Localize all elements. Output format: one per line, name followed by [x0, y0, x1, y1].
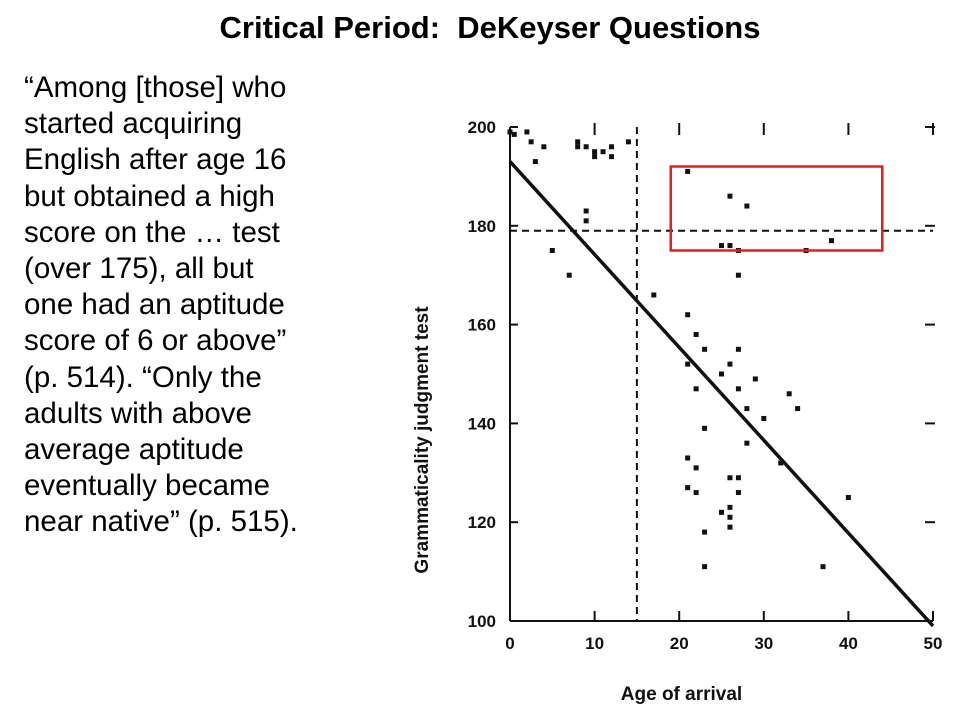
data-point — [549, 248, 555, 253]
data-point — [693, 331, 699, 337]
data-point — [592, 149, 598, 155]
data-point — [583, 218, 589, 224]
data-point — [532, 159, 538, 165]
data-point — [702, 425, 708, 431]
data-point — [528, 139, 534, 145]
data-point — [524, 129, 530, 135]
data-point — [685, 312, 691, 318]
quote-line: eventually became — [24, 469, 270, 503]
quote-line: English after age 16 — [24, 143, 287, 177]
data-point — [685, 485, 691, 491]
data-point — [727, 361, 733, 367]
data-point — [735, 386, 741, 392]
data-point — [583, 208, 589, 214]
x-tick-label: 30 — [754, 634, 773, 653]
data-point — [651, 292, 657, 298]
data-point — [702, 564, 708, 570]
y-tick-label: 120 — [468, 513, 496, 532]
data-point — [778, 460, 784, 466]
data-point — [566, 272, 572, 278]
quote-line: (p. 514). “Only the — [24, 360, 262, 394]
data-point — [795, 406, 801, 412]
data-point — [761, 415, 767, 421]
data-point — [735, 272, 741, 278]
y-tick-label: 100 — [468, 612, 496, 631]
data-point — [744, 440, 750, 446]
x-tick-label: 40 — [839, 634, 858, 653]
data-point — [693, 386, 699, 392]
quote-line: adults with above — [24, 396, 252, 430]
data-point — [685, 168, 691, 174]
data-point — [685, 455, 691, 461]
data-point — [693, 490, 699, 496]
quote-line: “Among [those] who — [24, 71, 287, 104]
quote-line: but obtained a high — [24, 179, 275, 213]
data-point — [507, 129, 513, 135]
quote-line: started acquiring — [24, 107, 243, 141]
data-point — [719, 243, 724, 249]
data-point — [719, 509, 724, 515]
quote-line: one had an aptitude — [24, 288, 285, 322]
data-point — [702, 346, 708, 352]
y-axis-title: Grammaticality judgment test — [412, 306, 433, 574]
data-point — [600, 149, 606, 155]
quote-line: score on the … test — [24, 215, 280, 249]
data-point — [727, 504, 733, 510]
quote-line: (over 175), all but — [24, 252, 254, 286]
data-point — [727, 193, 733, 199]
data-point — [735, 475, 741, 481]
slide-title: Critical Period: DeKeyser Questions — [219, 10, 761, 45]
x-tick-label: 0 — [505, 634, 514, 653]
x-tick-label: 10 — [585, 634, 604, 653]
data-point — [719, 371, 724, 377]
data-point — [609, 154, 615, 160]
data-point — [727, 475, 733, 481]
y-tick-label: 180 — [468, 217, 496, 236]
quote-line: score of 6 or above” — [24, 324, 287, 358]
data-point — [685, 361, 691, 367]
data-point — [744, 203, 750, 209]
quote-line: near native” (p. 515). — [24, 505, 298, 539]
quote-text: “Among [those] who started acquiring Eng… — [24, 70, 404, 541]
x-tick-label: 20 — [670, 634, 689, 653]
data-point — [727, 514, 733, 520]
highlight-box — [669, 165, 884, 252]
x-tick-label: 50 — [924, 634, 943, 653]
data-point — [744, 406, 750, 412]
data-point — [820, 564, 826, 570]
data-point — [786, 391, 792, 397]
data-point — [609, 144, 615, 150]
data-point — [625, 139, 631, 145]
y-tick-label: 200 — [468, 118, 496, 137]
data-point — [575, 139, 581, 145]
data-point — [735, 490, 741, 496]
data-point — [592, 154, 598, 160]
y-tick-label: 140 — [468, 414, 496, 433]
regression-line — [508, 160, 935, 628]
x-axis-title: Age of arrival — [621, 684, 742, 705]
data-point — [845, 495, 851, 500]
quote-line: average aptitude — [24, 433, 244, 467]
data-point — [541, 144, 547, 150]
data-point — [575, 144, 581, 150]
data-point — [693, 465, 699, 471]
data-point — [511, 131, 517, 137]
data-point — [752, 376, 758, 382]
y-tick-label: 160 — [468, 316, 496, 335]
data-point — [727, 524, 733, 530]
data-point — [735, 346, 741, 352]
data-point — [583, 144, 589, 150]
data-point — [828, 238, 834, 244]
data-point — [702, 529, 708, 535]
data-point — [727, 243, 733, 249]
